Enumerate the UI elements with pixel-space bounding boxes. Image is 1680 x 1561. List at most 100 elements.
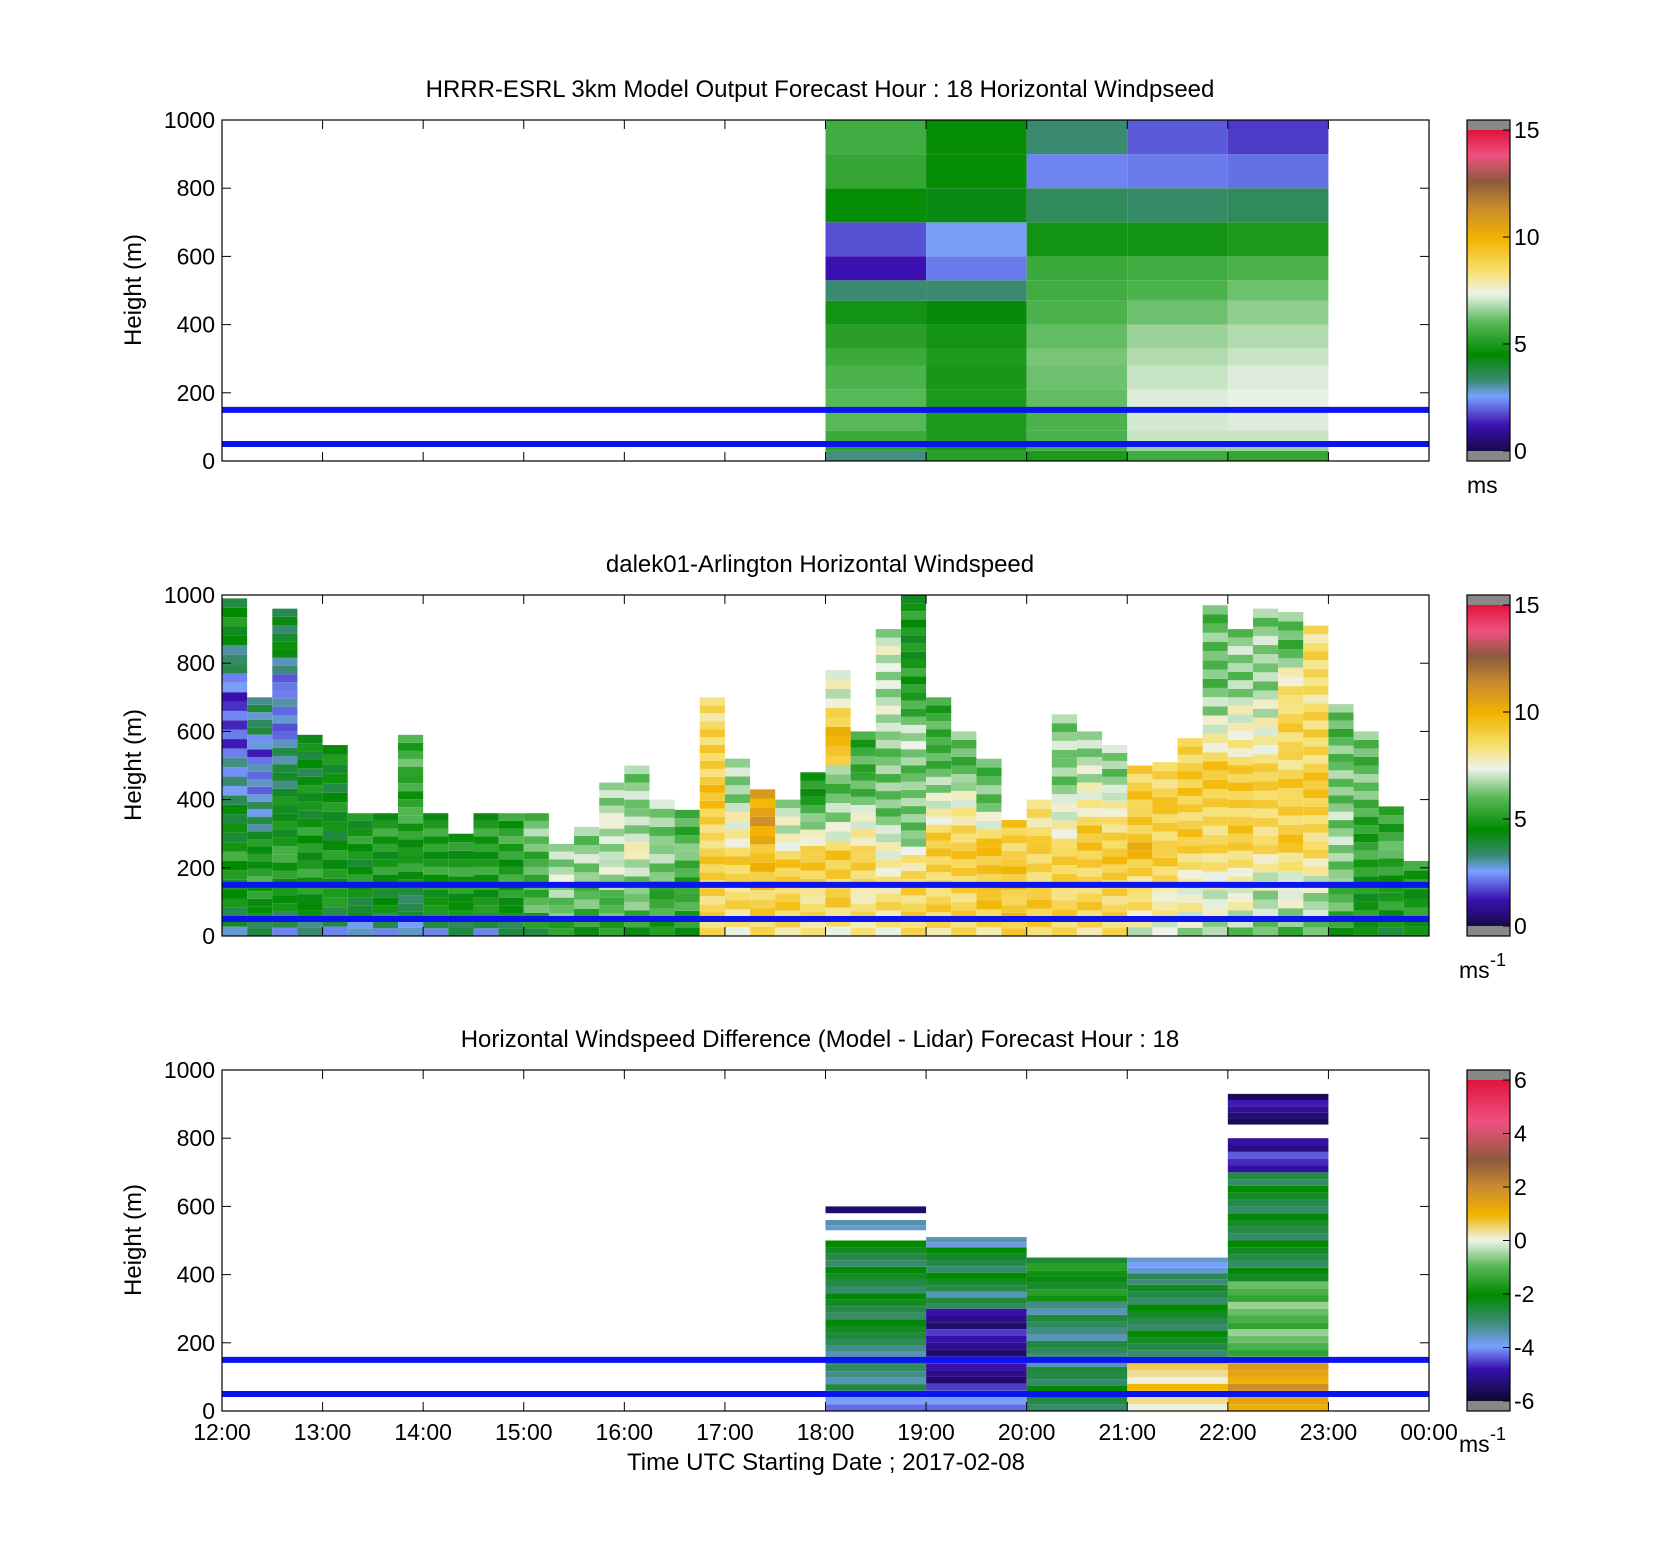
difference-cell [926,1329,1027,1336]
difference-cell [1127,1291,1228,1298]
lidar-cell [1328,836,1354,845]
lidar-cell [322,773,348,784]
lidar-cell [1303,823,1329,833]
lidar-cell [272,772,298,781]
lidar-cell [1152,840,1178,850]
difference-cell [926,1349,1027,1357]
difference-cell [825,1377,927,1385]
lidar-cell [398,742,424,751]
lidar-cell [926,864,952,873]
lidar-cell [724,856,751,866]
lidar-cell [222,729,248,740]
lidar-cell [850,862,876,871]
lidar-cell [1227,714,1253,723]
difference-cell [1227,1342,1329,1350]
model-cell [825,409,927,431]
lidar-cell [1152,770,1178,780]
lidar-cell [523,851,549,860]
lidar-cell [1353,918,1379,928]
lidar-cell [1353,731,1379,740]
lidar-cell [247,749,273,757]
cbar2-unit-text: ms [1459,957,1490,983]
lidar-cell [976,865,1002,874]
lidar-cell [900,895,927,904]
lidar-cell [1303,746,1329,755]
reference-lines [222,406,1429,447]
lidar-cell [775,918,801,928]
lidar-cell [222,814,248,824]
lidar-cell [900,659,927,669]
lidar-cell [1303,660,1329,669]
lidar-cell [1001,850,1027,859]
lidar-cell [926,721,952,730]
difference-cell [1227,1151,1329,1159]
lidar-cell [1227,876,1253,885]
lidar-cell [750,917,776,927]
heatmap-cells [825,120,1329,461]
lidar-cell [1353,825,1379,834]
model-cell [1026,280,1128,301]
colorbar-underflow-cap [1467,1401,1510,1411]
lidar-cell [498,820,524,829]
difference-cell [1127,1383,1228,1391]
lidar-cell [1303,918,1329,928]
model-cell [1127,120,1228,155]
difference-cell [1127,1297,1228,1305]
colorbar-tick-label: 15 [1514,117,1540,143]
difference-cell [825,1384,927,1391]
lidar-cell [875,629,901,638]
lidar-cell [297,927,323,936]
lidar-cell [1252,908,1279,918]
lidar-cell [1152,918,1178,928]
lidar-cell [1202,926,1228,936]
model-cell [1026,222,1128,257]
lidar-cell [222,692,248,702]
difference-cell [1127,1310,1228,1318]
lidar-cell [398,871,424,880]
lidar-cell [1278,815,1304,825]
lidar-cell [1278,898,1304,909]
model-cell [1227,409,1329,431]
lidar-cell [222,926,248,936]
lidar-cell [1177,820,1203,829]
lidar-cell [976,891,1002,901]
difference-cell [1227,1226,1329,1234]
lidar-cell [724,838,751,848]
lidar-cell [297,827,323,836]
lidar-cell [423,897,449,906]
difference-cell [825,1312,927,1320]
model-cell [825,430,927,444]
model-cell [825,256,927,281]
lidar-cell [222,832,248,843]
y-ticks: 0 200 400 600 800 1000 [164,1057,1429,1424]
lidar-cell [599,843,625,852]
lidar-cell [699,808,725,817]
lidar-cell [548,859,575,867]
lidar-cell [1252,845,1279,855]
lidar-cell [548,851,575,860]
difference-cell [1227,1308,1329,1316]
lidar-cell [1227,918,1253,928]
lidar-cell [926,896,952,905]
lidar-cell [1278,797,1304,807]
lidar-cell [624,765,650,775]
difference-cell [825,1351,927,1359]
lidar-cell [297,818,323,828]
lidar-cell [297,902,323,911]
lidar-cell [398,775,424,784]
lidar-cell [247,794,273,802]
panel2-title: dalek01-Arlington Horizontal Windspeed [606,551,1034,578]
lidar-cell [1252,645,1279,655]
lidar-cell [247,906,273,914]
difference-cell [1227,1267,1329,1275]
lidar-cell [1051,794,1077,804]
lidar-cell [1127,808,1153,817]
model-cell [1227,389,1329,410]
lidar-cell [1227,646,1253,655]
difference-cell [926,1376,1027,1384]
lidar-cell [347,905,373,913]
lidar-cell [850,845,876,855]
lidar-cell [976,838,1002,848]
difference-cell [825,1364,927,1372]
lidar-cell [825,765,851,775]
